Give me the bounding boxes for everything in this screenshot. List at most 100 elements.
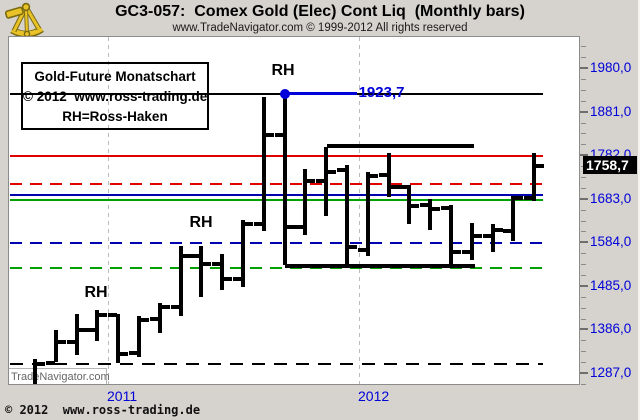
price-axis-label: 1584,0 bbox=[590, 234, 632, 250]
minor-tick bbox=[581, 253, 586, 255]
close-tick bbox=[452, 249, 461, 254]
open-tick bbox=[212, 262, 222, 267]
close-tick bbox=[368, 173, 378, 178]
ross-hook-label: RH bbox=[271, 62, 295, 79]
minor-tick bbox=[581, 362, 586, 364]
minor-tick bbox=[581, 307, 586, 309]
minor-tick bbox=[581, 275, 586, 276]
price-bar bbox=[386, 152, 391, 198]
trend-segment bbox=[285, 264, 475, 269]
watermark-text: TradeNavigator.com bbox=[11, 371, 110, 383]
price-axis-label: 1881,0 bbox=[590, 103, 632, 119]
price-bar bbox=[220, 254, 225, 290]
close-tick bbox=[493, 227, 503, 232]
price-level-line bbox=[10, 362, 543, 365]
close-tick bbox=[535, 164, 545, 169]
year-label-2012: 2012 bbox=[358, 388, 390, 404]
open-tick bbox=[108, 312, 118, 317]
minor-tick bbox=[581, 209, 586, 211]
price-axis-label: 1485,0 bbox=[590, 277, 632, 293]
close-tick bbox=[264, 132, 274, 137]
trade-navigator-logo bbox=[4, 1, 50, 38]
open-tick bbox=[170, 305, 180, 310]
open-tick bbox=[253, 221, 263, 226]
minor-tick bbox=[581, 383, 586, 385]
close-tick bbox=[160, 305, 170, 310]
price-level-line bbox=[10, 266, 543, 269]
legend-line-1: Gold-Future Monatschart bbox=[34, 69, 196, 84]
minor-tick bbox=[581, 264, 586, 266]
close-tick bbox=[140, 317, 149, 322]
price-level-line bbox=[10, 198, 543, 201]
open-tick bbox=[66, 339, 76, 344]
minor-tick bbox=[581, 122, 586, 124]
minor-tick bbox=[581, 351, 586, 353]
close-tick bbox=[77, 328, 87, 333]
open-tick bbox=[378, 172, 388, 177]
price-axis-label: 1386,0 bbox=[590, 321, 632, 337]
price-bar bbox=[532, 152, 537, 201]
open-tick bbox=[45, 361, 55, 365]
price-bar bbox=[95, 310, 100, 342]
price-axis-label: 1287,0 bbox=[590, 365, 632, 380]
open-tick bbox=[420, 202, 430, 207]
price-bar bbox=[428, 199, 433, 231]
major-tick bbox=[580, 284, 588, 287]
plot-area: TradeNavigator.com Gold-Future Monatscha… bbox=[8, 36, 580, 385]
open-tick bbox=[357, 247, 367, 252]
major-tick bbox=[580, 328, 588, 331]
minor-tick bbox=[581, 100, 586, 102]
chart-subtitle: www.TradeNavigator.com © 1999-2012 All r… bbox=[172, 22, 468, 34]
close-tick bbox=[327, 170, 337, 174]
price-bar bbox=[74, 313, 79, 356]
close-tick bbox=[223, 277, 233, 282]
major-tick bbox=[580, 67, 588, 69]
minor-tick bbox=[581, 318, 586, 320]
close-tick bbox=[181, 253, 191, 258]
footer-copyright: © 2012 www.ross-trading.de bbox=[5, 403, 201, 417]
price-bar bbox=[116, 313, 121, 363]
major-tick bbox=[580, 241, 588, 244]
open-tick bbox=[461, 249, 471, 254]
price-bar bbox=[449, 204, 453, 268]
close-tick bbox=[285, 224, 295, 229]
open-tick bbox=[274, 132, 284, 137]
chart-title: GC3-057: Comex Gold (Elec) Cont Liq (Mon… bbox=[115, 3, 525, 20]
open-tick bbox=[129, 351, 138, 356]
year-label-2011: 2011 bbox=[107, 388, 138, 404]
price-bar bbox=[33, 358, 37, 384]
price-axis: 1758,7 1980,0 1881,0 1782,0 1683,0 1584,0 148… bbox=[580, 36, 640, 385]
price-bar bbox=[407, 184, 412, 225]
price-bar bbox=[365, 171, 370, 256]
minor-tick bbox=[581, 89, 586, 91]
price-bar bbox=[345, 164, 349, 268]
price-level-line bbox=[10, 242, 543, 245]
price-bar bbox=[241, 220, 245, 288]
ross-hook-label: RH bbox=[189, 214, 213, 231]
close-tick bbox=[431, 207, 441, 211]
open-tick bbox=[191, 253, 201, 258]
close-tick bbox=[389, 185, 399, 190]
minor-tick bbox=[581, 187, 586, 189]
price-bar bbox=[199, 246, 204, 297]
price-bar bbox=[53, 329, 58, 362]
open-tick bbox=[441, 206, 450, 211]
close-tick bbox=[306, 179, 316, 184]
close-tick bbox=[119, 351, 129, 356]
price-level-line bbox=[10, 182, 543, 185]
sextant-icon bbox=[4, 2, 44, 38]
major-tick bbox=[580, 197, 588, 200]
close-tick bbox=[410, 203, 420, 208]
price-bar bbox=[157, 303, 162, 334]
window-edge bbox=[638, 0, 640, 420]
open-tick bbox=[399, 184, 409, 189]
close-tick bbox=[244, 221, 253, 226]
minor-tick bbox=[581, 296, 586, 298]
price-level-line bbox=[10, 193, 543, 196]
ross-hook-label: RH bbox=[84, 284, 108, 301]
price-axis-label: 1980,0 bbox=[590, 60, 632, 75]
minor-tick bbox=[581, 57, 586, 59]
close-tick bbox=[56, 340, 66, 345]
watermark-box: TradeNavigator.com bbox=[9, 368, 110, 384]
